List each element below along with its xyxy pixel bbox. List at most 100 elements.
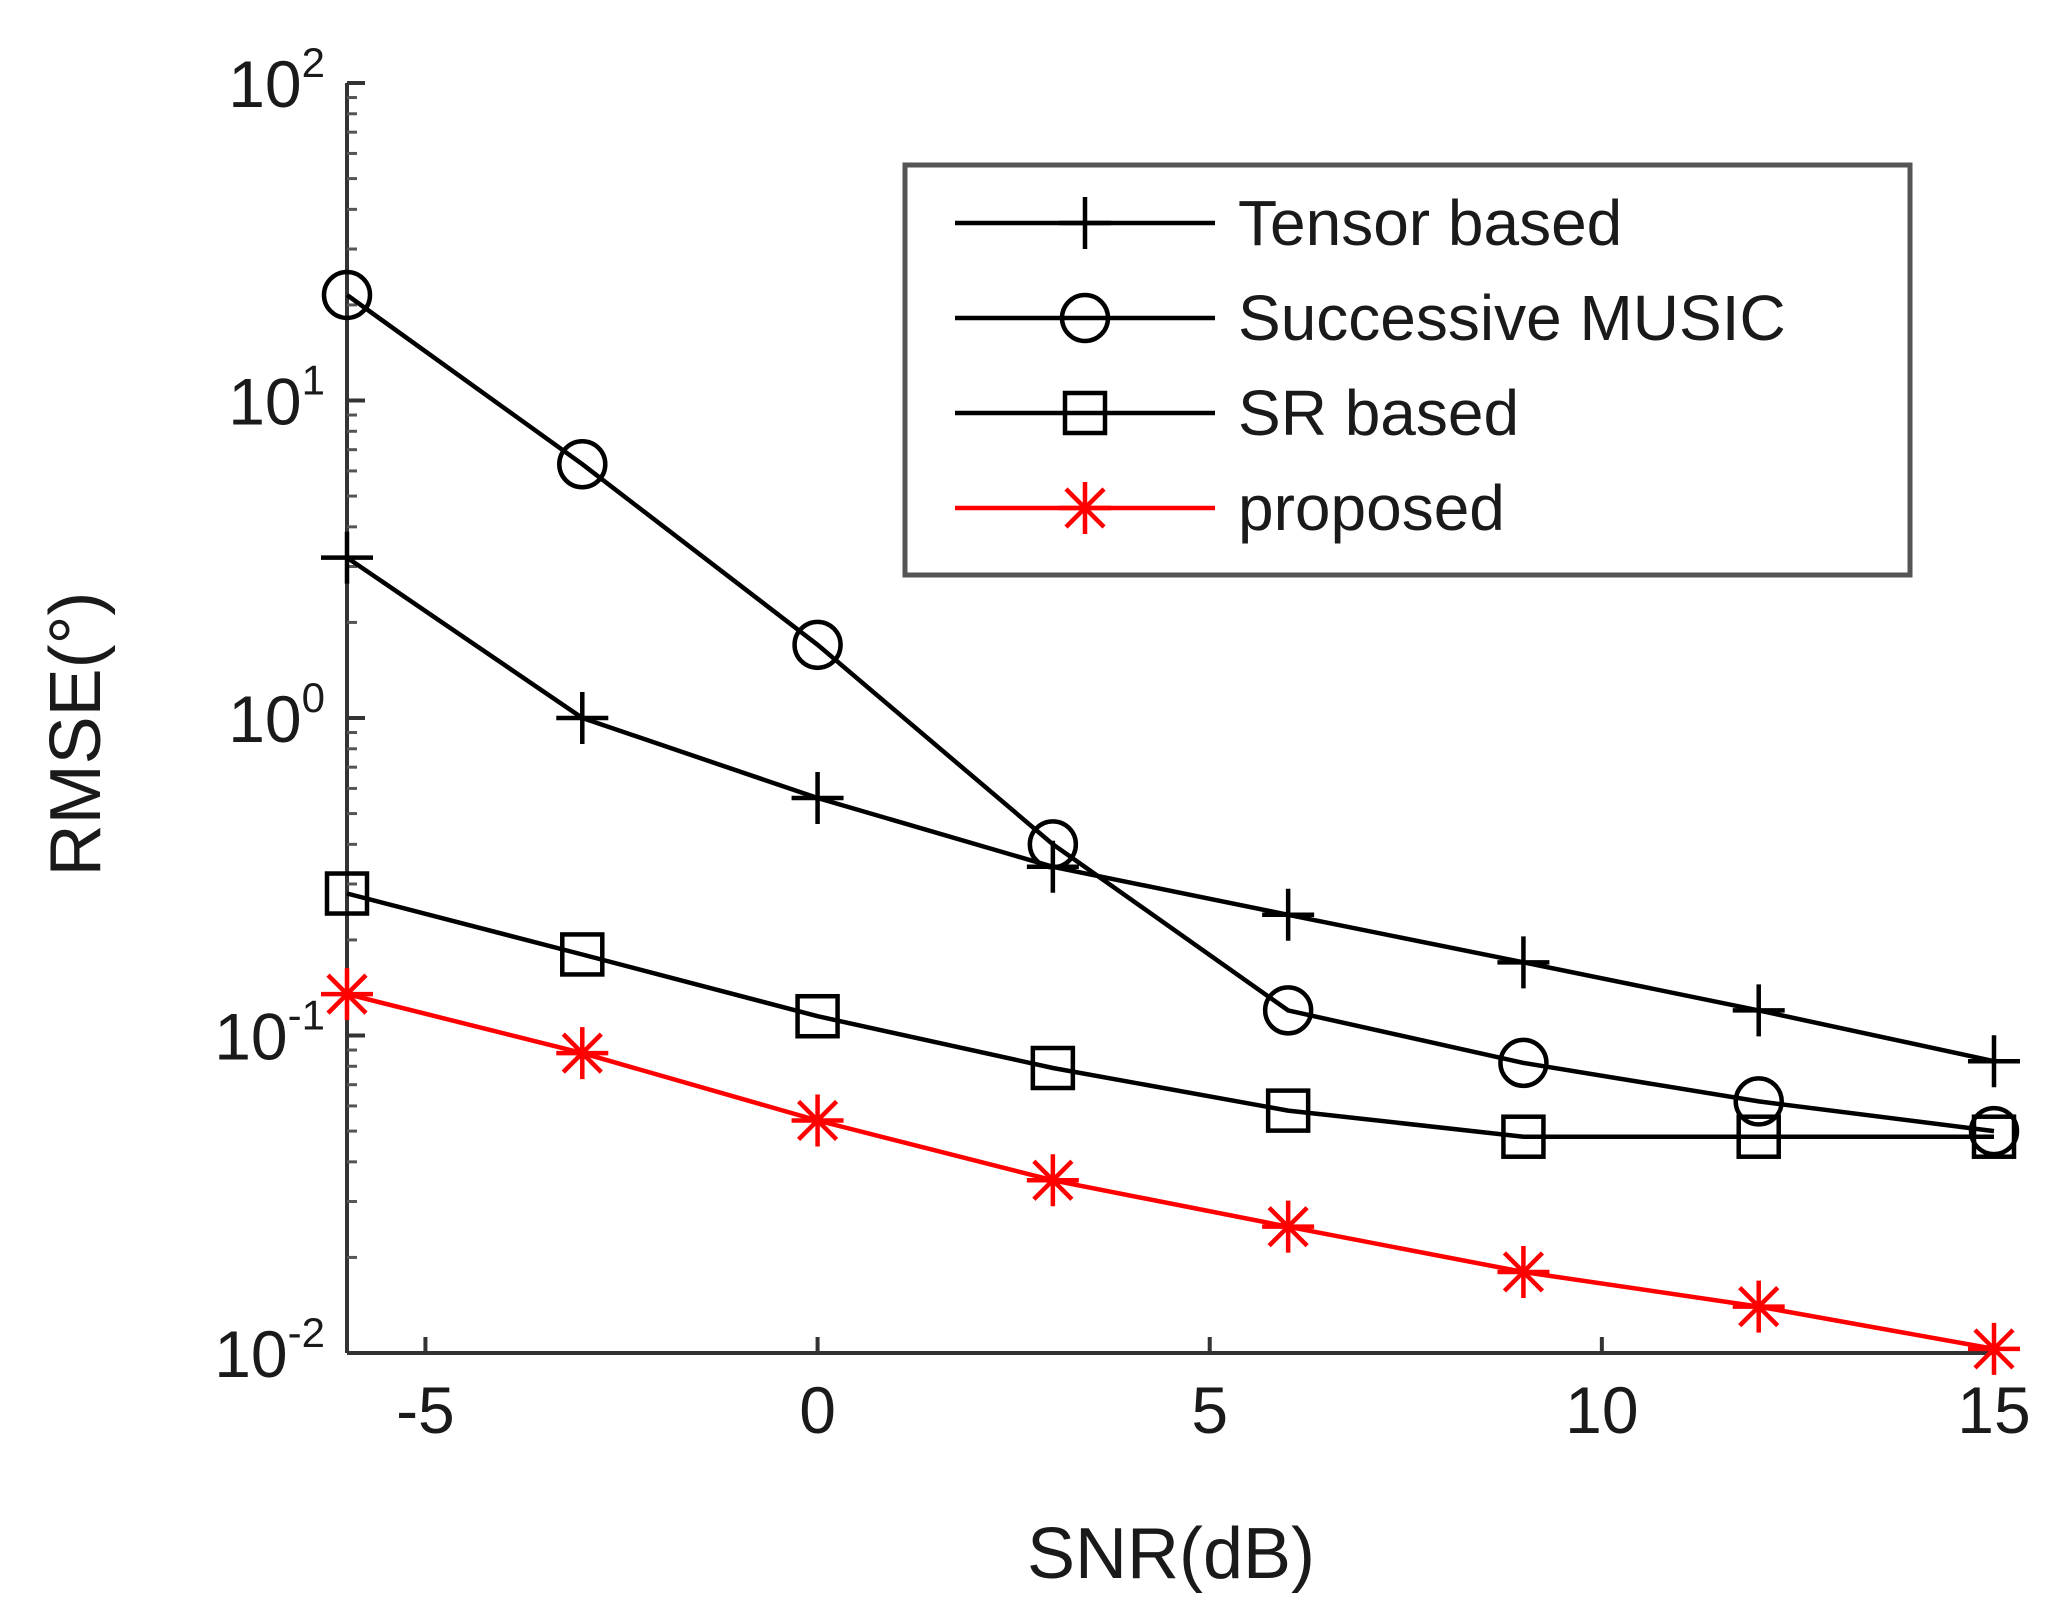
data-point-proposed [1968, 1322, 2020, 1375]
data-point-sr-based [324, 871, 370, 916]
series-successive-music [321, 269, 2020, 1157]
data-point-tensor-based [1262, 888, 1315, 941]
marker-shape [1027, 819, 1079, 870]
data-point-tensor-based [556, 692, 609, 744]
data-point-successive-music [321, 269, 373, 321]
data-point-proposed [556, 1027, 609, 1080]
y-tick-base: 10 [214, 1000, 287, 1074]
series-group [321, 269, 2020, 1375]
data-point-tensor-based [791, 771, 844, 824]
data-point-successive-music [792, 619, 843, 671]
legend-items: Tensor based Successive MUSIC SR based prop… [955, 187, 1786, 544]
data-point-successive-music [557, 438, 608, 490]
x-tick-label: 10 [1565, 1373, 1638, 1447]
data-point-proposed [321, 968, 373, 1021]
data-point-tensor-based [1968, 1035, 2020, 1088]
y-tick-exponent: -2 [288, 1309, 325, 1356]
marker-shape [1736, 1114, 1781, 1159]
marker-shape [1498, 1037, 1549, 1089]
legend-marker [1059, 482, 1111, 534]
series-line-sr-based [346, 891, 1994, 1139]
data-point-successive-music [1498, 1037, 1549, 1089]
marker-shape [1501, 1114, 1546, 1159]
marker-stroke [796, 1099, 839, 1142]
x-axis-title: SNR(dB) [1027, 1514, 1315, 1594]
legend-marker [1059, 197, 1111, 249]
data-point-successive-music [1262, 985, 1314, 1036]
y-tick-base: 10 [214, 1317, 287, 1391]
axes [345, 81, 1996, 1355]
legend-label: Successive MUSIC [1238, 282, 1786, 354]
data-point-successive-music [1733, 1076, 1784, 1127]
marker-stroke [1502, 1251, 1545, 1293]
marker-stroke [1267, 1206, 1309, 1248]
x-tick-label: 0 [799, 1373, 836, 1447]
y-tick-label: 101 [228, 357, 325, 439]
legend-marker [1062, 390, 1108, 436]
data-point-successive-music [1968, 1105, 2020, 1157]
marker-stroke [1032, 1159, 1074, 1201]
series-proposed [321, 968, 2020, 1375]
marker-shape [321, 269, 373, 321]
y-tick-exponent: 0 [302, 674, 325, 721]
y-tick-exponent: 1 [302, 357, 325, 404]
marker-shape [1971, 1114, 2017, 1159]
y-tick-base: 10 [228, 47, 301, 121]
data-point-successive-music [1027, 819, 1079, 870]
legend-label: SR based [1238, 377, 1519, 449]
data-point-proposed [1262, 1200, 1315, 1253]
data-point-sr-based [1736, 1114, 1781, 1159]
data-point-sr-based [1030, 1045, 1076, 1091]
legend-item-sr-based: SR based [955, 377, 1519, 449]
data-point-tensor-based [1497, 936, 1550, 989]
legend-label: proposed [1238, 472, 1505, 544]
y-tick-label: 102 [228, 39, 325, 121]
marker-shape [1968, 1105, 2020, 1157]
y-tick-label: 100 [228, 674, 325, 756]
series-sr-based [324, 871, 2017, 1159]
y-axis-title: RMSE(°) [36, 592, 116, 877]
data-point-sr-based [560, 932, 605, 977]
data-point-tensor-based [321, 531, 373, 584]
legend: Tensor based Successive MUSIC SR based prop… [902, 162, 1913, 578]
y-tick-base: 10 [228, 365, 301, 439]
x-tick-label: -5 [396, 1373, 455, 1447]
data-point-tensor-based [1732, 984, 1785, 1037]
legend-item-successive-music: Successive MUSIC [955, 282, 1786, 354]
legend-item-tensor-based: Tensor based [955, 187, 1622, 259]
series-tensor-based [321, 531, 2020, 1088]
data-point-proposed [1026, 1154, 1079, 1207]
data-point-proposed [791, 1094, 844, 1147]
marker-shape [1059, 292, 1111, 344]
marker-shape [324, 871, 370, 916]
data-point-proposed [1732, 1280, 1785, 1333]
legend-item-proposed: proposed [955, 472, 1505, 544]
marker-shape [792, 619, 843, 671]
marker-shape [557, 438, 608, 490]
marker-shape [795, 993, 840, 1039]
series-line-proposed [346, 991, 1995, 1352]
y-tick-exponent: 2 [302, 39, 325, 86]
marker-stroke [326, 973, 368, 1015]
marker-stroke [561, 1032, 603, 1074]
marker-stroke [1064, 487, 1106, 529]
y-tick-label: 10-1 [214, 992, 325, 1074]
data-point-proposed [1497, 1245, 1550, 1298]
data-point-sr-based [795, 993, 840, 1039]
data-point-sr-based [1971, 1114, 2017, 1159]
marker-shape [1262, 985, 1314, 1036]
y-tick-label: 10-2 [214, 1309, 325, 1391]
series-line-successive-music [345, 293, 1995, 1134]
marker-shape [1265, 1088, 1311, 1133]
y-tick-base: 10 [228, 682, 301, 756]
x-tick-labels: -5 0 5 10 15 [396, 1373, 2031, 1447]
marker-stroke [1973, 1328, 2015, 1370]
x-tick-label: 15 [1957, 1373, 2030, 1447]
marker-shape [1030, 1045, 1076, 1091]
data-point-sr-based [1501, 1114, 1546, 1159]
legend-label: Tensor based [1238, 187, 1622, 259]
y-tick-exponent: -1 [288, 992, 325, 1039]
data-point-sr-based [1265, 1088, 1311, 1133]
